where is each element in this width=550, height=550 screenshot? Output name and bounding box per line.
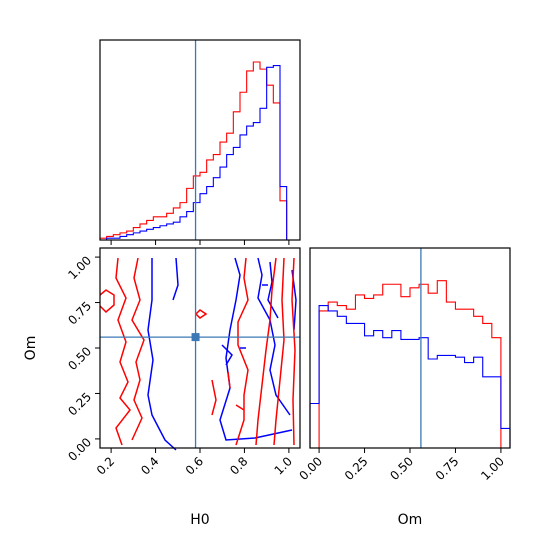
om-xtick-label-1: 0.25 (342, 454, 371, 483)
h0-marginal-frame (99, 39, 301, 241)
red-contour-outer (115, 257, 249, 446)
om-xtick-label-0: 0.00 (296, 454, 325, 483)
joint-contour-panel: 0.2 0.4 0.6 0.8 1.0 0.000.250.500.751.00 H0 … (23, 247, 301, 528)
joint-ytick-label-1: 0.25 (65, 390, 94, 419)
om-marginal-histograms (309, 280, 511, 449)
joint-xtick-label-1: 0.4 (138, 454, 161, 477)
joint-yticks: 0.00 0.25 0.50 0.75 1.00 (65, 253, 100, 464)
joint-xtick-label-3: 0.8 (227, 454, 250, 477)
om-marginal-xticks: 0.00 0.25 0.50 0.75 1.00 (296, 448, 507, 483)
joint-ytick-label-3: 0.75 (65, 299, 94, 328)
joint-xtick-label-4: 1.0 (272, 454, 295, 477)
h0-marginal-xticks (110, 240, 290, 245)
red-contour-blob-left (99, 289, 115, 314)
joint-xlabel: H0 (190, 512, 209, 528)
h0-hist-series-0 (99, 61, 294, 241)
joint-ytick-label-0: 0.00 (65, 435, 94, 464)
joint-ytick-label-2: 0.50 (65, 344, 94, 373)
joint-xticks: 0.2 0.4 0.6 0.8 1.0 (94, 448, 295, 478)
joint-ytick-label-4: 1.00 (65, 253, 94, 282)
joint-contours (99, 257, 297, 451)
joint-xtick-label-0: 0.2 (94, 454, 117, 477)
om-xtick-label-4: 1.00 (478, 454, 507, 483)
om-xtick-label-3: 0.75 (433, 454, 462, 483)
red-contour-blob-mid (194, 309, 208, 319)
red-contour-inner (211, 257, 296, 446)
joint-ylabel: Om (23, 336, 39, 361)
h0-marginal-histograms (99, 61, 294, 241)
om-hist-series-0 (310, 280, 510, 449)
h0-hist-series-1 (100, 65, 294, 241)
blue-contour-inner (221, 261, 297, 366)
joint-xtick-label-2: 0.6 (183, 454, 206, 477)
om-hist-series-1 (309, 305, 511, 448)
joint-frame (99, 247, 301, 449)
om-marginal-panel: 0.00 0.25 0.50 0.75 1.00 Om (296, 247, 511, 528)
om-marginal-frame (309, 247, 511, 449)
om-xlabel: Om (398, 512, 423, 528)
blue-contour-outer (147, 257, 293, 451)
om-xtick-label-2: 0.50 (387, 454, 416, 483)
h0-marginal-panel (99, 39, 301, 245)
joint-truth-point (191, 333, 200, 342)
